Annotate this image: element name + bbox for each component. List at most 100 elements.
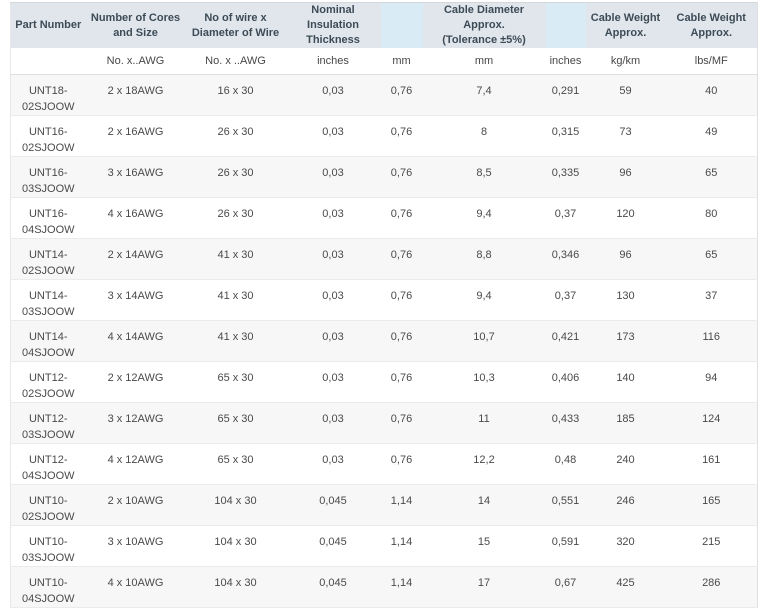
insulation-mm-cell: 0,76 (380, 361, 423, 403)
diameter-mm-cell: 11 (422, 402, 546, 444)
table-row: UNT14-02SJOOW 2 x 14AWG 41 x 30 0,03 0,7… (10, 238, 758, 280)
table-row: UNT16-02SJOOW 2 x 16AWG 26 x 30 0,03 0,7… (10, 115, 758, 157)
wire-diameter-cell: 65 x 30 (185, 402, 286, 444)
diameter-inches-cell: 0,406 (545, 361, 586, 403)
table-row: UNT12-02SJOOW 2 x 12AWG 65 x 30 0,03 0,7… (10, 361, 758, 403)
diameter-inches-cell: 0,315 (545, 115, 586, 157)
diameter-inches-cell: 0,335 (545, 156, 586, 198)
col-header-cable-weight-lbs: Cable Weight Approx. (665, 2, 758, 48)
diameter-mm-cell: 12,2 (422, 443, 546, 485)
insulation-inches-cell: 0,03 (285, 402, 381, 444)
weight-kgkm-cell: 130 (585, 279, 666, 321)
wire-diameter-cell: 65 x 30 (185, 443, 286, 485)
part-number-cell: UNT10-04SJOOW (10, 566, 86, 608)
diameter-inches-cell: 0,433 (545, 402, 586, 444)
units-row: No. x..AWG No. x ..AWG inches mm mm inch… (10, 48, 758, 75)
header-label: Number of Cores (90, 11, 181, 24)
diameter-mm-cell: 17 (422, 566, 546, 608)
diameter-mm-cell: 8 (422, 115, 546, 157)
header-label: Approx. (690, 26, 733, 39)
part-number-cell: UNT16-04SJOOW (10, 197, 86, 239)
part-number-cell: UNT10-03SJOOW (10, 525, 86, 567)
wire-diameter-cell: 26 x 30 (185, 197, 286, 239)
diameter-inches-cell: 0,37 (545, 197, 586, 239)
weight-kgkm-cell: 320 (585, 525, 666, 567)
insulation-inches-cell: 0,03 (285, 238, 381, 280)
wire-diameter-cell: 16 x 30 (185, 74, 286, 116)
insulation-mm-cell: 0,76 (380, 197, 423, 239)
header-label: Approx. (604, 26, 647, 39)
weight-kgkm-cell: 240 (585, 443, 666, 485)
wire-diameter-cell: 65 x 30 (185, 361, 286, 403)
cores-size-cell: 2 x 12AWG (85, 361, 186, 403)
cores-size-cell: 2 x 14AWG (85, 238, 186, 280)
cable-spec-table-container: Part Number Number of Cores and Size No … (10, 2, 758, 608)
diameter-mm-cell: 8,8 (422, 238, 546, 280)
weight-kgkm-cell: 425 (585, 566, 666, 608)
insulation-mm-cell: 0,76 (380, 238, 423, 280)
diameter-inches-cell: 0,551 (545, 484, 586, 526)
wire-diameter-cell: 41 x 30 (185, 238, 286, 280)
header-label: and Size (113, 26, 158, 39)
table-row: UNT10-02SJOOW 2 x 10AWG 104 x 30 0,045 1… (10, 484, 758, 526)
cores-size-cell: 3 x 10AWG (85, 525, 186, 567)
diameter-mm-cell: 14 (422, 484, 546, 526)
weight-lbsmf-cell: 124 (665, 402, 758, 444)
insulation-mm-cell: 0,76 (380, 402, 423, 444)
diameter-mm-cell: 9,4 (422, 279, 546, 321)
header-label: Diameter of Wire (191, 26, 280, 39)
table-row: UNT12-03SJOOW 3 x 12AWG 65 x 30 0,03 0,7… (10, 402, 758, 444)
unit-cell: inches (285, 48, 381, 75)
part-number-cell: UNT12-02SJOOW (10, 361, 86, 403)
unit-cell: kg/km (585, 48, 666, 75)
diameter-inches-cell: 0,291 (545, 74, 586, 116)
insulation-mm-cell: 1,14 (380, 566, 423, 608)
table-row: UNT14-03SJOOW 3 x 14AWG 41 x 30 0,03 0,7… (10, 279, 758, 321)
col-header-cable-diameter: Cable Diameter Approx. (Tolerance ±5%) (422, 2, 546, 48)
table-body: UNT18-02SJOOW 2 x 18AWG 16 x 30 0,03 0,7… (10, 74, 758, 608)
col-header-part-number: Part Number (10, 2, 86, 48)
insulation-mm-cell: 0,76 (380, 320, 423, 362)
weight-lbsmf-cell: 40 (665, 74, 758, 116)
weight-kgkm-cell: 173 (585, 320, 666, 362)
weight-lbsmf-cell: 65 (665, 238, 758, 280)
weight-lbsmf-cell: 165 (665, 484, 758, 526)
insulation-inches-cell: 0,03 (285, 197, 381, 239)
weight-kgkm-cell: 96 (585, 156, 666, 198)
header-label: Cable Weight (676, 11, 746, 24)
table-row: UNT10-04SJOOW 4 x 10AWG 104 x 30 0,045 1… (10, 566, 758, 608)
table-row: UNT12-04SJOOW 4 x 12AWG 65 x 30 0,03 0,7… (10, 443, 758, 485)
header-label: Cable Diameter Approx. (443, 4, 525, 31)
header-label: (Tolerance ±5%) (442, 34, 526, 46)
insulation-inches-cell: 0,045 (285, 525, 381, 567)
unit-cell (10, 48, 86, 75)
part-number-cell: UNT16-02SJOOW (10, 115, 86, 157)
diameter-mm-cell: 7,4 (422, 74, 546, 116)
part-number-cell: UNT14-03SJOOW (10, 279, 86, 321)
weight-lbsmf-cell: 65 (665, 156, 758, 198)
weight-lbsmf-cell: 286 (665, 566, 758, 608)
col-header-spacer-2 (545, 2, 586, 48)
cores-size-cell: 3 x 12AWG (85, 402, 186, 444)
insulation-inches-cell: 0,03 (285, 279, 381, 321)
unit-cell: No. x..AWG (85, 48, 186, 75)
diameter-inches-cell: 0,346 (545, 238, 586, 280)
insulation-mm-cell: 1,14 (380, 525, 423, 567)
diameter-mm-cell: 15 (422, 525, 546, 567)
part-number-cell: UNT12-03SJOOW (10, 402, 86, 444)
insulation-inches-cell: 0,03 (285, 320, 381, 362)
insulation-mm-cell: 1,14 (380, 484, 423, 526)
insulation-inches-cell: 0,03 (285, 156, 381, 198)
part-number-cell: UNT12-04SJOOW (10, 443, 86, 485)
col-header-wire-diameter: No of wire x Diameter of Wire (185, 2, 286, 48)
diameter-mm-cell: 10,3 (422, 361, 546, 403)
header-label: Thickness (306, 34, 360, 46)
cores-size-cell: 4 x 10AWG (85, 566, 186, 608)
cores-size-cell: 4 x 16AWG (85, 197, 186, 239)
cores-size-cell: 2 x 16AWG (85, 115, 186, 157)
table-row: UNT16-03SJOOW 3 x 16AWG 26 x 30 0,03 0,7… (10, 156, 758, 198)
unit-cell: mm (380, 48, 423, 75)
insulation-mm-cell: 0,76 (380, 156, 423, 198)
diameter-inches-cell: 0,37 (545, 279, 586, 321)
cable-spec-table: Part Number Number of Cores and Size No … (10, 2, 758, 608)
